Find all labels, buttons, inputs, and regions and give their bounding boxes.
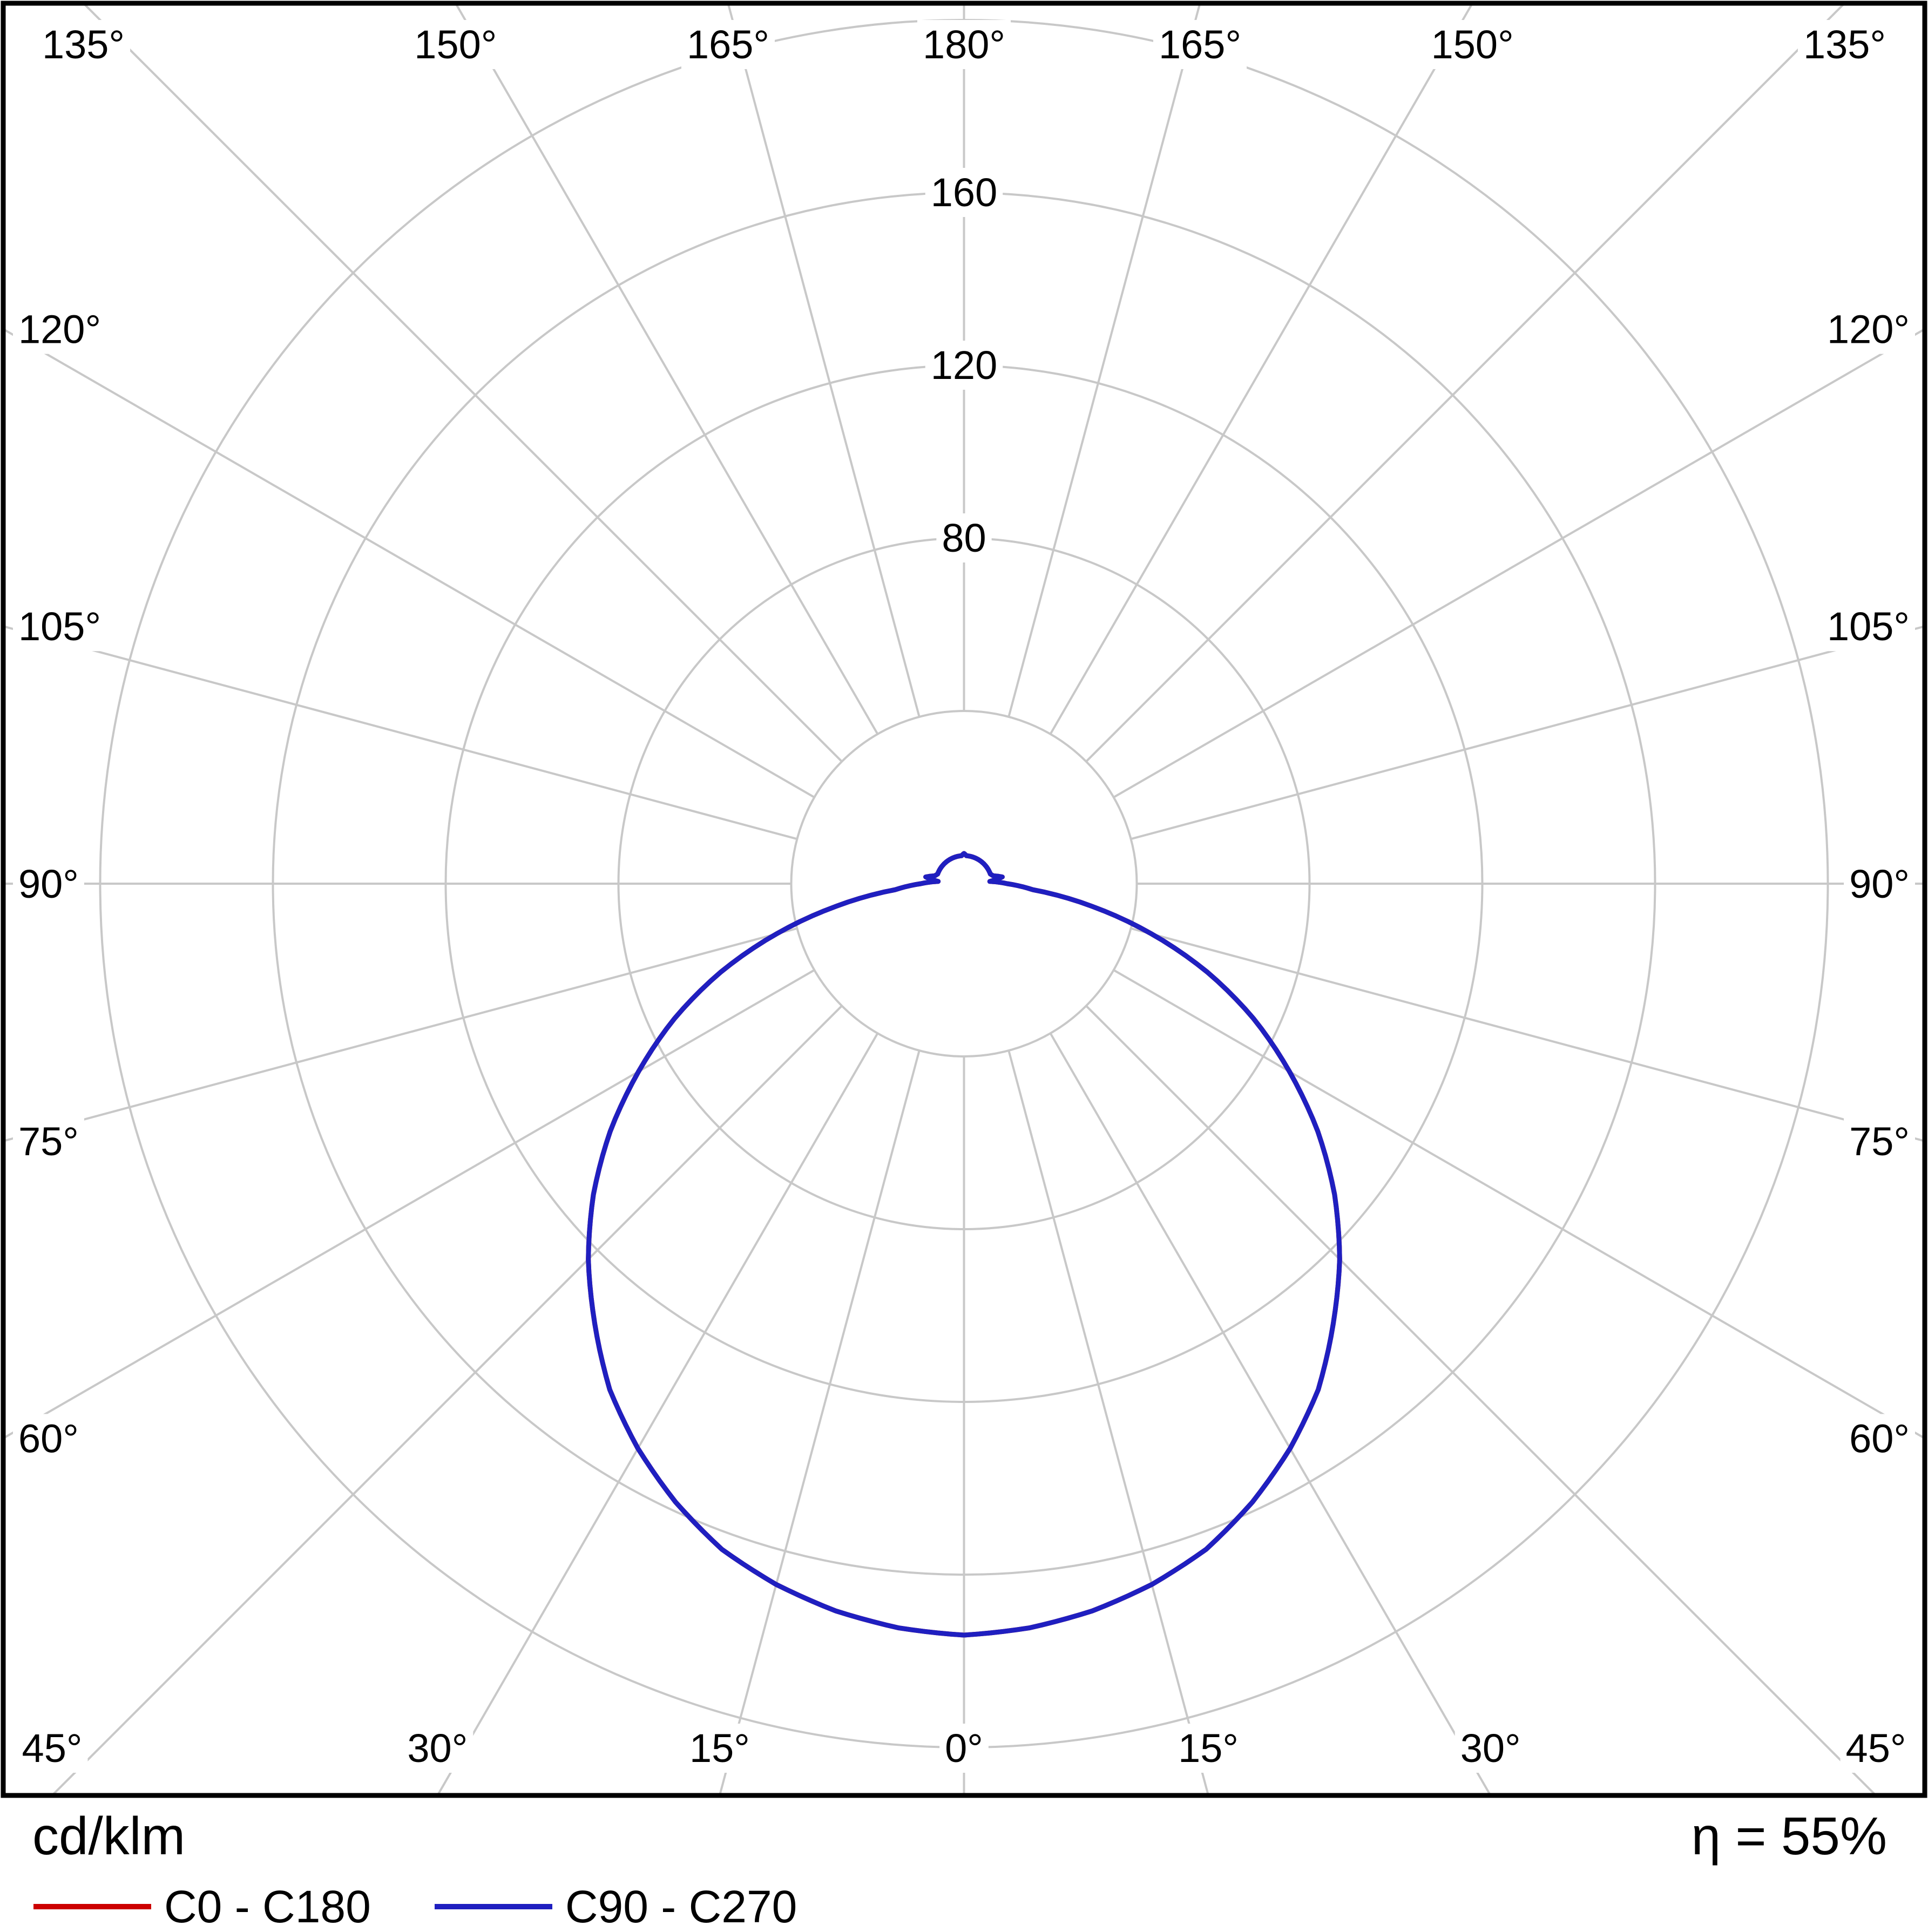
angle-label-bg	[1153, 20, 1247, 69]
angle-label: 75°	[18, 1119, 79, 1164]
legend-swatch-c90-c270	[434, 1904, 552, 1910]
angle-label-bg	[36, 20, 131, 69]
angle-label-bg	[1844, 1116, 1915, 1166]
angle-label-bg	[1844, 1414, 1915, 1463]
grid-ray	[1007, 3, 1201, 717]
efficiency-label: η = 55%	[1691, 1806, 1887, 1866]
angle-label: 45°	[1846, 1726, 1906, 1771]
angle-label-bg	[402, 1724, 473, 1773]
grid-ray	[1049, 3, 1473, 735]
grid-ray	[1113, 969, 1925, 1440]
angle-label-bg	[1455, 1724, 1526, 1773]
grid-ray	[1049, 1033, 1492, 1796]
radial-tick-label: 160	[931, 170, 997, 215]
angle-label: 165°	[1159, 22, 1241, 67]
angle-label: 105°	[18, 604, 101, 649]
grid-ray	[51, 1005, 843, 1797]
angle-label-bg	[13, 602, 107, 652]
angle-label-bg	[1821, 602, 1915, 652]
angle-label: 15°	[689, 1726, 750, 1771]
angle-label-bg	[409, 20, 503, 69]
legend-swatch-c0-c180	[33, 1904, 151, 1910]
angle-label: 165°	[687, 22, 769, 67]
angle-label-bg	[13, 1414, 84, 1463]
angle-label-bg	[1840, 1724, 1912, 1773]
angle-label: 30°	[1460, 1726, 1521, 1771]
angle-label: 75°	[1849, 1119, 1910, 1164]
intensity-curve-c90-c270	[586, 851, 1342, 1638]
grid-ray	[1131, 927, 1925, 1142]
angle-label: 135°	[42, 22, 125, 67]
grid-ray	[3, 328, 815, 798]
angle-label: 120°	[18, 307, 101, 352]
angle-label-bg	[16, 1724, 88, 1773]
grid-ray	[1085, 2, 1845, 763]
legend-label-c0-c180: C0 - C180	[164, 1881, 371, 1932]
plot-frame	[1, 1, 1927, 1798]
angle-label: 150°	[414, 22, 497, 67]
angle-label: 180°	[923, 22, 1005, 67]
radial-tick-label-bg	[936, 513, 992, 562]
angle-label: 90°	[18, 862, 79, 906]
angle-label: 135°	[1803, 22, 1886, 67]
grid-ray	[727, 3, 921, 717]
angle-label-bg	[1173, 1724, 1244, 1773]
radial-tick-label-bg	[925, 168, 1003, 217]
angle-label: 120°	[1827, 307, 1910, 352]
grid-ray	[3, 625, 797, 840]
angle-label: 60°	[18, 1416, 79, 1461]
angle-label: 105°	[1827, 604, 1910, 649]
grid-ray	[719, 1050, 921, 1796]
angle-label: 60°	[1849, 1416, 1910, 1461]
grid-ray	[1085, 1005, 1877, 1797]
angle-label-bg	[13, 1116, 84, 1166]
legend-label-c90-c270: C90 - C270	[565, 1881, 797, 1932]
radial-tick-label: 80	[942, 516, 986, 560]
units-label: cd/klm	[32, 1806, 186, 1866]
grid-ray	[455, 2, 879, 735]
grid-ray	[1007, 1050, 1209, 1796]
radial-tick-label-bg	[925, 341, 1003, 390]
angle-label-bg	[681, 20, 775, 69]
angle-label: 15°	[1178, 1726, 1239, 1771]
radial-tick-label: 120	[931, 343, 997, 388]
angle-label-bg	[917, 20, 1011, 69]
angle-label: 45°	[22, 1726, 83, 1771]
angle-label-bg	[13, 304, 107, 354]
grid-ray	[1131, 625, 1925, 840]
angle-label: 150°	[1431, 22, 1514, 67]
angle-label: 0°	[945, 1726, 983, 1771]
grid-ray	[83, 2, 843, 763]
angle-label-bg	[939, 1724, 989, 1773]
grid-ray	[3, 927, 797, 1142]
angle-label-bg	[1844, 859, 1915, 909]
grid-ray	[3, 969, 815, 1440]
angle-label: 30°	[407, 1726, 468, 1771]
angle-label-bg	[1821, 304, 1915, 354]
grid-ray	[1113, 328, 1925, 798]
angle-label-bg	[684, 1724, 755, 1773]
angle-label: 90°	[1849, 862, 1910, 906]
angle-label-bg	[13, 859, 84, 909]
grid-ray	[436, 1033, 879, 1797]
angle-label-bg	[1425, 20, 1519, 69]
angle-label-bg	[1797, 20, 1892, 69]
legend: C0 - C180 C90 - C270	[33, 1882, 797, 1931]
